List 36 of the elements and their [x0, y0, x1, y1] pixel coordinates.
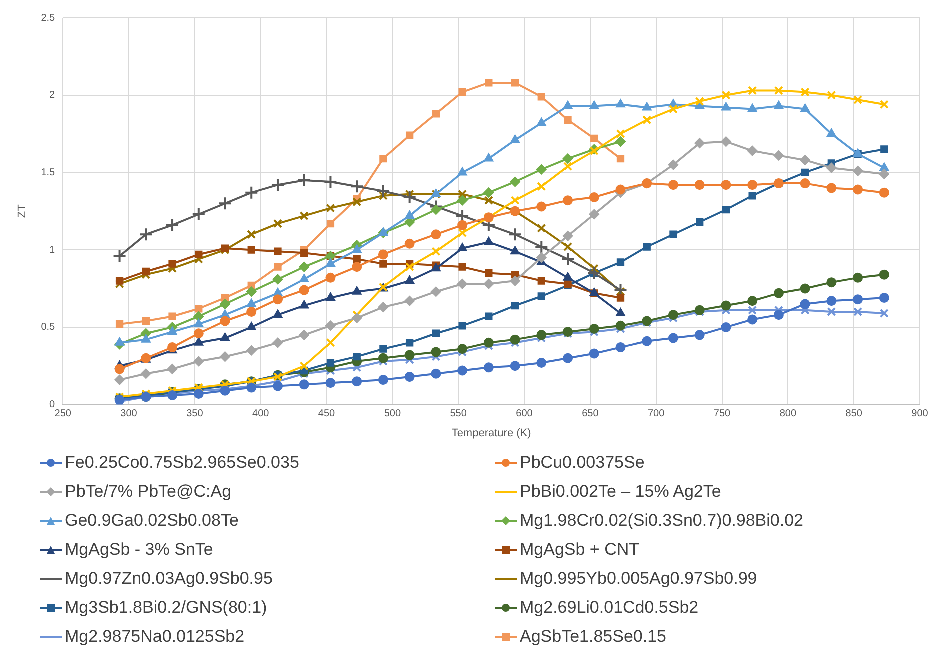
legend-label: Mg1.98Cr0.02(Si0.3Sn0.7)0.98Bi0.02	[520, 510, 804, 530]
legend-label: MgAgSb - 3% SnTe	[65, 540, 214, 560]
legend-label: Mg0.97Zn0.03Ag0.9Sb0.95	[65, 568, 273, 588]
legend-label: Mg2.9875Na0.0125Sb2	[65, 626, 245, 646]
x-tick-label: 600	[516, 408, 534, 420]
y-axis-title: ZT	[16, 204, 29, 218]
x-tick-label: 400	[252, 408, 270, 420]
legend-label: Mg2.69Li0.01Cd0.5Sb2	[520, 598, 699, 618]
x-tick-label: 350	[186, 408, 204, 420]
legend-label: AgSbTe1.85Se0.15	[520, 626, 667, 646]
y-tick-label: 0.5	[41, 322, 56, 334]
legend-label: Ge0.9Ga0.02Sb0.08Te	[65, 510, 239, 530]
x-tick-label: 550	[450, 408, 468, 420]
x-tick-label: 700	[648, 408, 666, 420]
x-tick-label: 800	[780, 408, 797, 420]
x-tick-label: 500	[384, 408, 402, 420]
legend-label: Fe0.25Co0.75Sb2.965Se0.035	[65, 452, 300, 472]
y-tick-label: 1.5	[41, 167, 56, 178]
x-tick-label: 750	[714, 408, 732, 420]
x-tick-label: 300	[120, 408, 138, 420]
legend-label: PbTe/7% PbTe@C:Ag	[65, 482, 232, 502]
x-tick-label: 450	[318, 408, 336, 420]
y-tick-label: 2.5	[41, 12, 56, 24]
legend-label: PbCu0.00375Se	[520, 452, 645, 472]
x-tick-label: 900	[912, 408, 929, 420]
legend-label: PbBi0.002Te – 15% Ag2Te	[520, 482, 722, 502]
y-tick-label: 1	[50, 244, 56, 256]
legend-label: Mg0.995Yb0.005Ag0.97Sb0.99	[520, 568, 758, 588]
x-tick-label: 650	[582, 408, 600, 420]
legend-label: Mg3Sb1.8Bi0.2/GNS(80:1)	[65, 598, 268, 618]
x-tick-label: 850	[846, 408, 863, 420]
y-tick-label: 0	[50, 400, 56, 411]
x-axis-title: Temperature (K)	[452, 427, 532, 440]
x-tick-label: 250	[54, 408, 72, 420]
y-tick-label: 2	[50, 90, 56, 102]
legend-label: MgAgSb + CNT	[520, 540, 640, 560]
